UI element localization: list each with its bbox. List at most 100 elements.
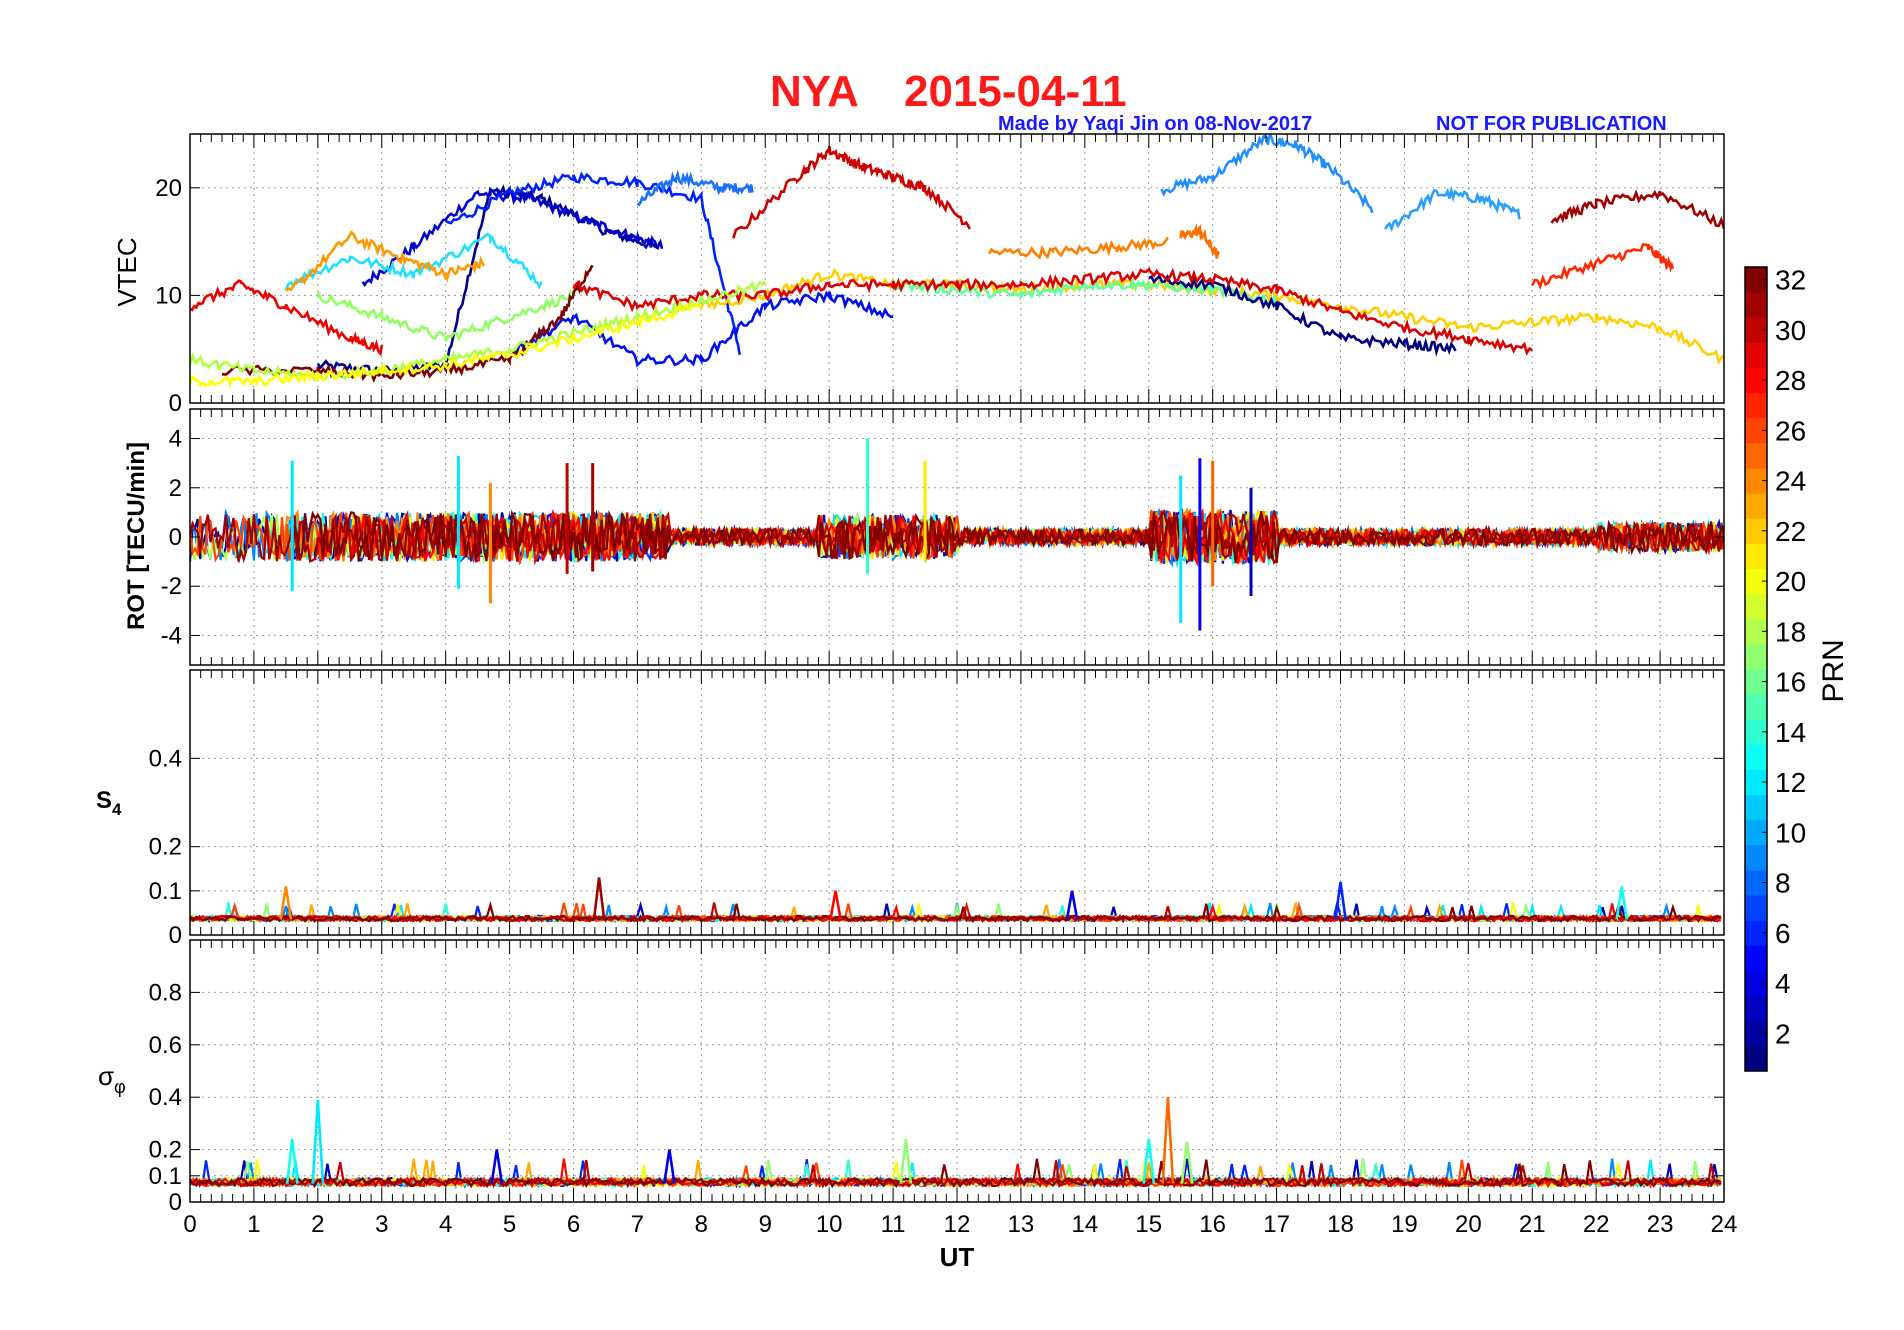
xtick-label: 9 — [759, 1211, 772, 1238]
colorbar-cell — [1745, 618, 1767, 645]
xtick-label: 5 — [503, 1211, 516, 1238]
colorbar-cell — [1745, 267, 1767, 293]
colorbar-cell — [1745, 819, 1767, 846]
figure-title-date: 2015-04-11 — [904, 67, 1127, 116]
figure-credit: Made by Yaqi Jin on 08-Nov-2017 — [998, 113, 1312, 135]
ytick-label: -2 — [161, 573, 182, 600]
vtec-series-prn-29 — [572, 266, 1534, 356]
s4-ylabel-s: S — [96, 787, 112, 814]
colorbar-cell — [1745, 518, 1767, 544]
ytick-label: 0.8 — [149, 979, 182, 1006]
colorbar-tick-label: 30 — [1775, 315, 1806, 346]
colorbar-tick-label: 14 — [1775, 717, 1806, 748]
sigma-phi-peak — [899, 1138, 913, 1184]
sigma-phi-ylabel: σφ — [98, 1061, 126, 1097]
xtick-label: 4 — [439, 1211, 452, 1238]
x-axis-label: UT — [940, 1242, 975, 1272]
xtick-label: 10 — [816, 1211, 843, 1238]
sigma-phi-series-prn-32 — [190, 1158, 1722, 1189]
colorbar-cell — [1745, 568, 1767, 595]
ytick-label: 0 — [169, 390, 182, 417]
xtick-label: 16 — [1199, 1211, 1226, 1238]
rot-series-prn-21 — [342, 509, 1724, 563]
colorbar-cell — [1745, 769, 1767, 796]
xtick-label: 3 — [375, 1211, 388, 1238]
xtick-label: 7 — [631, 1211, 644, 1238]
sigma-phi-peak — [285, 1138, 299, 1184]
rot-data-layer — [190, 438, 1724, 631]
colorbar-cell — [1745, 870, 1767, 896]
ytick-label: 0 — [169, 922, 182, 949]
colorbar-cell — [1745, 794, 1767, 821]
colorbar-cell — [1745, 945, 1767, 971]
xtick-label: 1 — [247, 1211, 260, 1238]
sigma-phi-peak — [1161, 1097, 1175, 1184]
s4-series-prn-32 — [190, 900, 1722, 924]
xtick-label: 22 — [1583, 1211, 1610, 1238]
colorbar-cell — [1745, 719, 1767, 745]
vtec-series-prn-5 — [445, 171, 741, 356]
vtec-series-prn-24 — [987, 236, 1170, 260]
colorbar-tick-label: 8 — [1775, 868, 1791, 899]
vtec-ylabel: VTEC — [112, 237, 142, 306]
ytick-label: 0.2 — [149, 1137, 182, 1164]
s4-panel: 0 0.1 0.2 0.4 — [149, 669, 1725, 949]
s4-data-layer — [190, 877, 1722, 924]
s4-ylabel: S4 — [96, 787, 122, 819]
rot-series-prn-31 — [190, 509, 1724, 565]
vtec-series-prn-12 — [284, 232, 543, 291]
rot-panel: -4 -2 0 2 4 — [161, 408, 1725, 666]
xtick-label: 15 — [1135, 1211, 1162, 1238]
colorbar-cell — [1745, 995, 1767, 1022]
colorbar-tick-label: 4 — [1775, 968, 1791, 999]
vtec-series-prn-3 — [361, 188, 664, 288]
colorbar-cell — [1745, 593, 1767, 620]
colorbar-tick-label: 2 — [1775, 1018, 1791, 1049]
colorbar-cell — [1745, 442, 1767, 469]
colorbar-tick-label: 6 — [1775, 918, 1791, 949]
xtick-label: 2 — [311, 1211, 324, 1238]
xtick-label: 19 — [1391, 1211, 1418, 1238]
sigma-phi-peak — [1180, 1141, 1194, 1184]
xtick-label: 23 — [1647, 1211, 1674, 1238]
colorbar-tick-label: 20 — [1775, 566, 1806, 597]
vtec-series-prn-15 — [891, 276, 1278, 306]
vtec-series-prn-8 — [636, 169, 754, 207]
colorbar-tick-label: 22 — [1775, 516, 1806, 547]
colorbar-tick-label: 16 — [1775, 667, 1806, 698]
colorbar-tick-label: 12 — [1775, 767, 1806, 798]
colorbar-cell — [1745, 417, 1767, 444]
vtec-series-prn-31 — [1550, 189, 1724, 229]
colorbar-cell — [1745, 970, 1767, 997]
sigma-symbol: σ — [98, 1061, 114, 1091]
ytick-label: -4 — [161, 622, 182, 649]
vtec-series-prn-18 — [190, 280, 767, 382]
ytick-label: 0.1 — [149, 878, 182, 905]
colorbar-cell — [1745, 669, 1767, 695]
colorbar-cell — [1745, 543, 1767, 569]
sigma-phi-series-prn-30 — [190, 1159, 1722, 1189]
colorbar-label: PRN — [1817, 639, 1850, 702]
s4-peak — [1334, 881, 1347, 920]
colorbar-tick-label: 18 — [1775, 616, 1806, 647]
xtick-label: 6 — [567, 1211, 580, 1238]
colorbar-tick-label: 28 — [1775, 365, 1806, 396]
figure-title-station: NYA — [770, 67, 859, 116]
colorbar-cell — [1745, 744, 1767, 770]
colorbar-cell — [1745, 317, 1767, 343]
ytick-label: 0.1 — [149, 1163, 182, 1190]
vtec-series-prn-20 — [190, 302, 702, 388]
colorbar-frame — [1744, 266, 1768, 1072]
sigma-phi-peak — [1142, 1138, 1156, 1184]
vtec-data-layer — [190, 134, 1724, 388]
xtick-label: 0 — [183, 1211, 196, 1238]
colorbar-cell — [1745, 292, 1767, 318]
ytick-label: 0 — [169, 1189, 182, 1216]
sigma-phi-peak — [311, 1099, 325, 1184]
xtick-label: 17 — [1263, 1211, 1290, 1238]
colorbar-cell — [1745, 367, 1767, 394]
xtick-label: 8 — [695, 1211, 708, 1238]
s4-peak — [1615, 886, 1629, 920]
rot-series-prn-32 — [291, 509, 1724, 564]
